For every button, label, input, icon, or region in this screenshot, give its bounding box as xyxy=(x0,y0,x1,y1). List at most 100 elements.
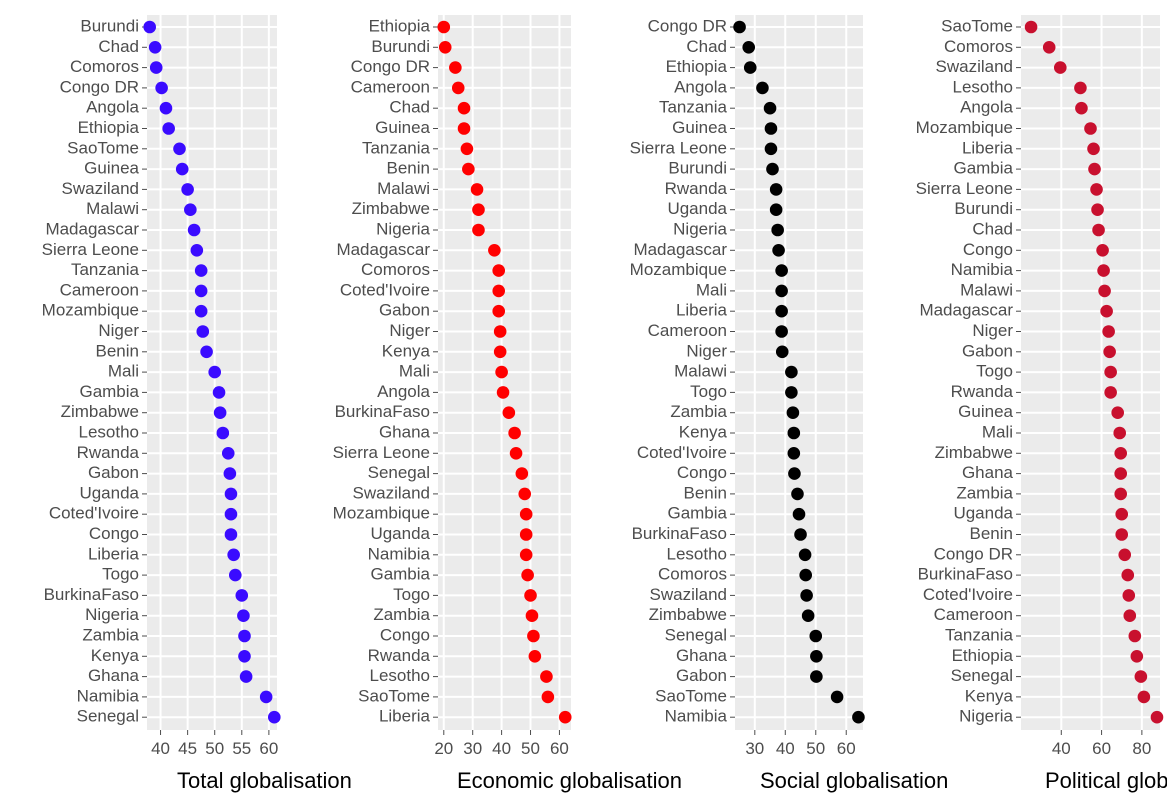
category-label: Nigeria xyxy=(376,219,430,238)
category-label: Malawi xyxy=(86,199,139,218)
x-tick-label: 80 xyxy=(1132,739,1151,758)
category-label: Congo DR xyxy=(648,16,727,35)
category-label: Zimbabwe xyxy=(352,199,430,218)
data-point xyxy=(775,345,789,359)
data-point xyxy=(772,244,785,257)
category-label: Cameroon xyxy=(648,321,727,340)
data-point xyxy=(1100,304,1113,318)
data-point xyxy=(558,710,572,724)
category-label: Togo xyxy=(393,585,430,604)
data-point xyxy=(788,467,801,480)
x-tick-label: 40 xyxy=(1052,739,1071,758)
data-point xyxy=(437,20,451,34)
category-label: Chad xyxy=(686,37,727,56)
data-point xyxy=(771,223,784,237)
category-label: Congo xyxy=(677,463,727,482)
category-label: Nigeria xyxy=(673,219,727,238)
data-point xyxy=(472,223,485,237)
data-point xyxy=(1088,162,1101,176)
category-label: Comoros xyxy=(70,57,139,76)
x-tick-label: 50 xyxy=(806,739,825,758)
data-point xyxy=(492,284,506,298)
category-label: Coted'Ivoire xyxy=(923,585,1013,604)
category-label: Nigeria xyxy=(959,707,1013,726)
data-point xyxy=(810,650,823,663)
category-label: Liberia xyxy=(962,138,1014,157)
data-point xyxy=(1121,568,1135,582)
category-label: SaoTome xyxy=(941,16,1013,35)
category-label: Burundi xyxy=(371,37,430,56)
data-point xyxy=(769,203,783,216)
data-point xyxy=(235,589,249,602)
category-label: SaoTome xyxy=(358,686,430,705)
category-label: Zambia xyxy=(956,483,1013,502)
data-point xyxy=(1084,122,1097,135)
data-point xyxy=(224,528,238,541)
data-point xyxy=(493,325,507,338)
x-tick-label: 45 xyxy=(178,739,197,758)
data-point xyxy=(1111,406,1124,420)
data-point xyxy=(212,386,226,399)
category-label: Congo xyxy=(963,240,1013,259)
category-label: Congo DR xyxy=(934,544,1013,563)
category-label: Kenya xyxy=(965,686,1014,705)
category-label: Gambia xyxy=(953,159,1013,178)
data-point xyxy=(787,447,801,460)
data-point xyxy=(1024,20,1038,34)
category-label: Cameroon xyxy=(934,605,1013,624)
category-label: Sierra Leone xyxy=(42,240,139,259)
data-point xyxy=(787,426,801,440)
category-label: Guinea xyxy=(958,402,1013,421)
x-tick-label: 30 xyxy=(745,739,764,758)
category-label: Swaziland xyxy=(62,179,140,198)
data-point xyxy=(1123,609,1137,622)
x-tick-label: 40 xyxy=(776,739,795,758)
data-point xyxy=(449,61,462,74)
data-point xyxy=(224,487,238,501)
category-label: Guinea xyxy=(84,159,139,178)
data-point xyxy=(488,244,501,257)
x-tick-label: 20 xyxy=(434,739,453,758)
category-label: Uganda xyxy=(79,483,139,502)
data-point xyxy=(733,20,746,34)
category-label: Angola xyxy=(86,98,139,117)
category-label: Mozambique xyxy=(630,260,727,279)
data-point xyxy=(493,345,507,359)
data-point xyxy=(766,162,779,176)
category-label: Madagascar xyxy=(336,240,430,259)
data-point xyxy=(521,568,534,582)
category-label: Guinea xyxy=(375,118,430,137)
data-point xyxy=(1092,223,1105,237)
data-point xyxy=(194,304,208,318)
data-point xyxy=(1098,284,1111,298)
data-point xyxy=(775,264,788,277)
data-point xyxy=(764,122,778,135)
category-label: Ethiopia xyxy=(952,646,1014,665)
category-label: Ethiopia xyxy=(78,118,140,137)
data-point xyxy=(492,264,506,277)
data-point xyxy=(208,365,222,379)
data-point xyxy=(148,41,162,54)
data-point xyxy=(515,467,529,480)
data-point xyxy=(1104,386,1117,399)
category-label: Angola xyxy=(377,382,430,401)
category-label: Togo xyxy=(690,382,727,401)
category-label: Lesotho xyxy=(370,666,431,685)
category-label: Ghana xyxy=(676,646,728,665)
category-label: Zambia xyxy=(670,402,727,421)
data-point xyxy=(223,467,237,480)
data-point xyxy=(238,650,251,663)
data-point xyxy=(525,609,539,622)
data-point xyxy=(1115,528,1129,541)
category-label: Niger xyxy=(686,341,727,360)
data-point xyxy=(495,365,508,379)
category-label: Tanzania xyxy=(71,260,140,279)
data-point xyxy=(496,386,510,399)
data-point xyxy=(184,203,197,216)
category-label: Comoros xyxy=(658,565,727,584)
data-point xyxy=(239,670,253,683)
data-point xyxy=(1074,81,1087,95)
x-tick-label: 40 xyxy=(492,739,511,758)
